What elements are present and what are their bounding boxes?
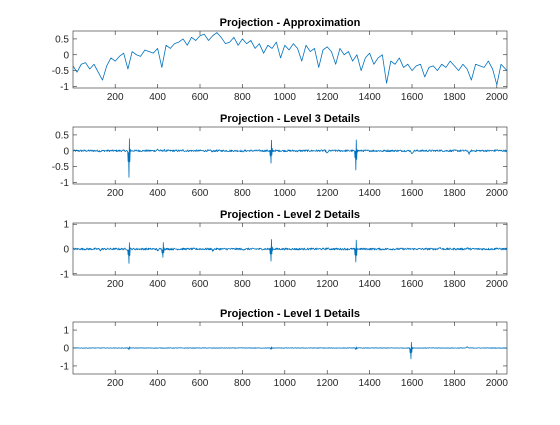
chart-title: Projection - Approximation: [220, 17, 361, 29]
x-tick-label: 1000: [274, 188, 297, 199]
plot-area: [72, 30, 508, 89]
subplot-1: Projection - Approximation 200 400 600 800 10…: [52, 17, 509, 103]
x-tick-label: 400: [149, 92, 166, 103]
x-tick-label: 1400: [358, 279, 381, 290]
subplot-2: Projection - Level 3 Details 200 400 600 800…: [52, 113, 509, 199]
series-line: [73, 341, 507, 360]
y-tick-label: -1: [60, 269, 69, 280]
series-line: [73, 138, 507, 178]
x-tick-label: 1000: [274, 279, 297, 290]
x-tick-label: 2000: [486, 92, 509, 103]
x-tick-label: 600: [192, 378, 209, 389]
y-tick-label: 0: [63, 344, 69, 355]
x-tick-label: 200: [107, 378, 124, 389]
x-tick-label: 1600: [401, 279, 424, 290]
x-tick-label: 1600: [401, 188, 424, 199]
x-tick-label: 1600: [401, 378, 424, 389]
chart-title: Projection - Level 1 Details: [220, 308, 360, 320]
x-tick-label: 1200: [316, 279, 339, 290]
x-tick-label: 1400: [358, 92, 381, 103]
y-tick-label: 0: [63, 50, 69, 61]
y-tick-label: 0.5: [55, 130, 69, 141]
y-tick-label: -1: [60, 178, 69, 189]
x-tick-label: 2000: [486, 378, 509, 389]
y-tick-label: 0: [63, 146, 69, 157]
y-tick-label: 1: [63, 220, 69, 231]
x-tick-label: 1800: [443, 188, 466, 199]
x-tick-label: 600: [192, 279, 209, 290]
y-tick-label: -0.5: [52, 66, 70, 77]
x-tick-label: 200: [107, 188, 124, 199]
x-tick-label: 1200: [316, 188, 339, 199]
x-tick-label: 1800: [443, 92, 466, 103]
x-tick-label: 1000: [274, 92, 297, 103]
x-tick-label: 800: [234, 279, 251, 290]
series-line: [73, 32, 507, 86]
x-tick-label: 1400: [358, 378, 381, 389]
y-tick-label: 0.5: [55, 34, 69, 45]
chart-title: Projection - Level 3 Details: [220, 113, 360, 125]
x-tick-label: 400: [149, 188, 166, 199]
plot-area: [72, 126, 508, 185]
x-tick-label: 600: [192, 188, 209, 199]
x-tick-label: 2000: [486, 188, 509, 199]
x-tick-label: 800: [234, 92, 251, 103]
x-tick-label: 1800: [443, 378, 466, 389]
x-tick-label: 400: [149, 378, 166, 389]
x-tick-label: 1000: [274, 378, 297, 389]
y-tick-label: 1: [63, 326, 69, 337]
x-tick-label: 1600: [401, 92, 424, 103]
x-tick-label: 1400: [358, 188, 381, 199]
series-line: [73, 239, 507, 264]
x-tick-label: 800: [234, 188, 251, 199]
x-tick-label: 200: [107, 279, 124, 290]
x-tick-label: 1200: [316, 92, 339, 103]
x-tick-label: 1200: [316, 378, 339, 389]
x-tick-label: 600: [192, 92, 209, 103]
subplot-4: Projection - Level 1 Details 200 400 600 800…: [60, 308, 508, 389]
x-tick-label: 200: [107, 92, 124, 103]
x-tick-label: 2000: [486, 279, 509, 290]
y-tick-label: 0: [63, 245, 69, 256]
y-tick-label: -0.5: [52, 162, 70, 173]
chart-title: Projection - Level 2 Details: [220, 209, 360, 221]
x-tick-label: 1800: [443, 279, 466, 290]
x-tick-label: 400: [149, 279, 166, 290]
y-tick-label: -1: [60, 82, 69, 93]
subplot-3: Projection - Level 2 Details 200 400 600 800…: [60, 209, 508, 290]
y-tick-label: -1: [60, 361, 69, 372]
x-tick-label: 800: [234, 378, 251, 389]
